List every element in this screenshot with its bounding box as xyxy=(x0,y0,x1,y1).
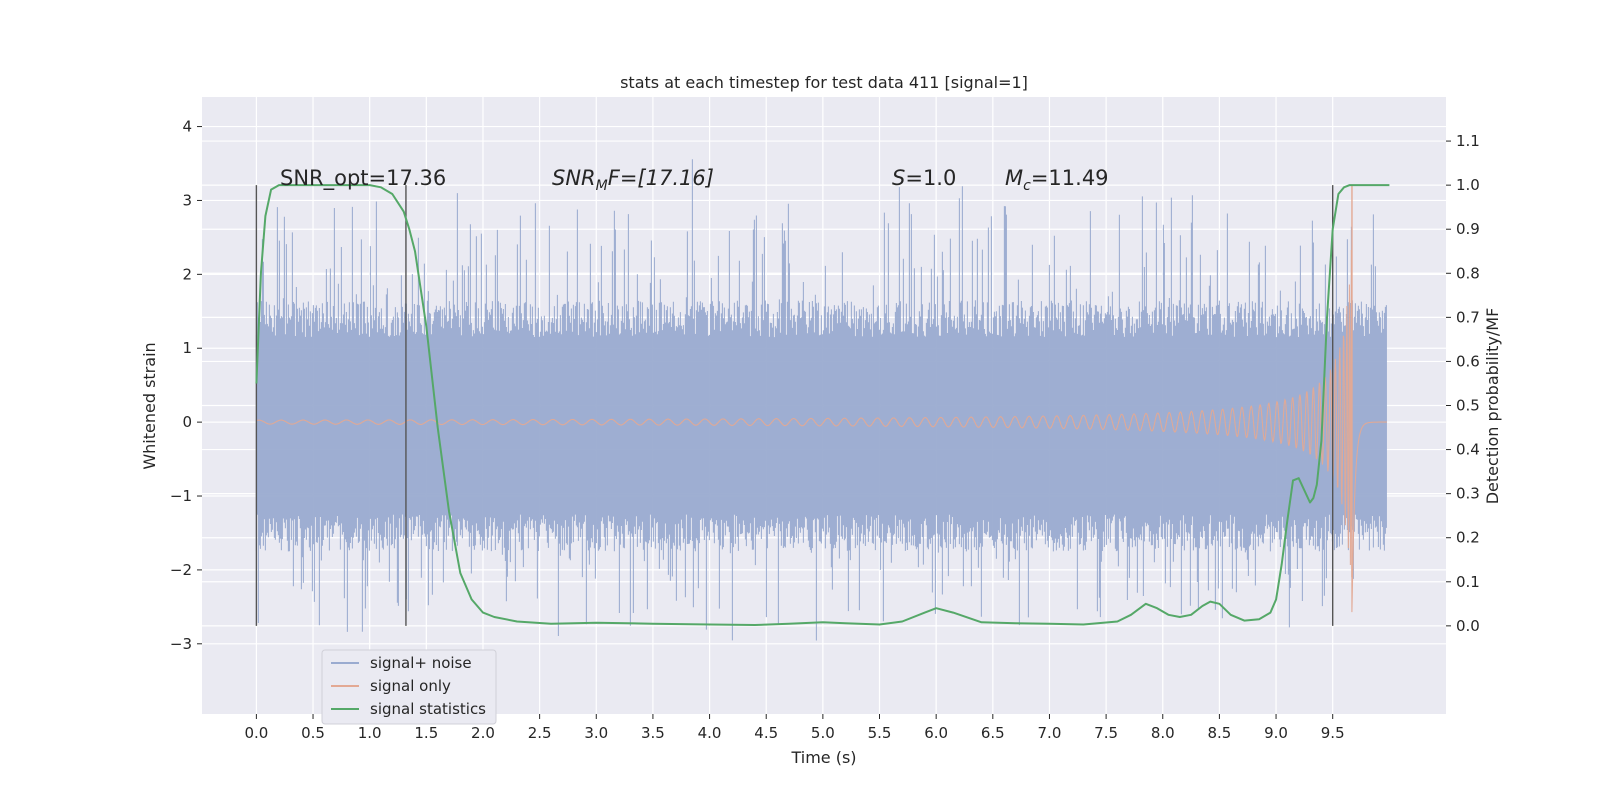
y-tick-label-left: 1 xyxy=(182,339,192,357)
x-tick-label: 0.0 xyxy=(244,724,268,742)
x-ticks: 0.0 0.5 1.0 1.5 2.0 2.5 3.0 3.5 4.0 4.5 5.0 5.5 6.0 6… xyxy=(244,714,1345,742)
x-tick-label: 4.5 xyxy=(754,724,778,742)
y-tick-label-left: −2 xyxy=(170,561,192,579)
annotation-mc-rest: =11.49 xyxy=(1031,166,1109,190)
x-tick-label: 9.0 xyxy=(1264,724,1288,742)
x-tick-label: 8.5 xyxy=(1207,724,1231,742)
annotation-snr-mf-sub: M xyxy=(596,178,608,194)
legend-label-signal-only: signal only xyxy=(370,677,451,695)
y-tick-label-right: 0.7 xyxy=(1456,308,1480,326)
y-tick-label-right: 0.6 xyxy=(1456,352,1480,370)
annotation-s: S=1.0 xyxy=(892,166,956,190)
y-tick-label-right: 1.0 xyxy=(1456,176,1480,194)
x-tick-label: 0.5 xyxy=(301,724,325,742)
y-tick-label-right: 0.5 xyxy=(1456,397,1480,415)
vertical-markers xyxy=(255,185,1334,626)
annotation-snr-mf: SNRMF=[17.16] xyxy=(552,166,714,194)
y-tick-label-right: 0.3 xyxy=(1456,485,1480,503)
annotation-s-var: S xyxy=(892,166,905,190)
x-tick-label: 7.0 xyxy=(1038,724,1062,742)
y-ticks-right: 0.0 0.1 0.2 0.3 0.4 0.5 0.6 0.7 0.8 0.9 1.0 1.1 xyxy=(1446,132,1480,635)
y-tick-label-left: 2 xyxy=(182,265,192,283)
annotation-mc: Mc=11.49 xyxy=(1005,166,1109,194)
x-tick-label: 7.5 xyxy=(1094,724,1118,742)
annotation-snr-mf-rest: F=[17.16] xyxy=(608,166,714,190)
y-tick-label-right: 0.8 xyxy=(1456,264,1480,282)
y-tick-label-right: 0.1 xyxy=(1456,573,1480,591)
y-tick-label-left: −1 xyxy=(170,487,192,505)
x-tick-label: 4.0 xyxy=(698,724,722,742)
chirp-series xyxy=(256,185,1387,613)
x-tick-label: 6.0 xyxy=(924,724,948,742)
y-tick-label-left: 4 xyxy=(182,118,192,136)
y-tick-label-right: 0.2 xyxy=(1456,529,1480,547)
annotation-mc-sub: c xyxy=(1023,178,1031,194)
x-tick-label: 2.0 xyxy=(471,724,495,742)
legend-label-signal-statistics: signal statistics xyxy=(370,700,486,718)
chirp-trace xyxy=(256,249,1387,613)
x-tick-label: 2.5 xyxy=(528,724,552,742)
x-tick-label: 9.5 xyxy=(1321,724,1345,742)
annotation-snr-mf-base: SNR xyxy=(552,166,596,190)
x-tick-label: 5.5 xyxy=(868,724,892,742)
annotation-mc-var: M xyxy=(1005,166,1023,190)
statistics-line xyxy=(255,184,1390,626)
x-tick-label: 8.0 xyxy=(1151,724,1175,742)
x-tick-label: 5.0 xyxy=(811,724,835,742)
y-tick-label-right: 0.9 xyxy=(1456,220,1480,238)
chart-title: stats at each timestep for test data 411… xyxy=(620,73,1028,92)
y-tick-label-left: 3 xyxy=(182,191,192,209)
legend-box xyxy=(321,649,497,725)
y-tick-label-left: 0 xyxy=(182,413,192,431)
statistics-series xyxy=(255,184,1390,626)
y-tick-label-left: −3 xyxy=(170,635,192,653)
annotation-snr-opt: SNR_opt=17.36 xyxy=(280,166,446,191)
y-tick-label-right: 0.0 xyxy=(1456,617,1480,635)
x-axis-label: Time (s) xyxy=(790,748,856,767)
x-tick-label: 6.5 xyxy=(981,724,1005,742)
legend: signal+ noise signal only signal statist… xyxy=(321,649,497,725)
x-tick-label: 1.5 xyxy=(414,724,438,742)
x-tick-label: 3.0 xyxy=(584,724,608,742)
y-axis-label-left: Whitened strain xyxy=(140,342,159,469)
legend-label-signal-noise: signal+ noise xyxy=(370,654,472,672)
annotation-s-rest: =1.0 xyxy=(905,166,956,190)
y-tick-label-right: 1.1 xyxy=(1456,132,1480,150)
y-axis-label-right: Detection probability/MF xyxy=(1483,308,1502,505)
annotations: SNR_opt=17.36 SNRMF=[17.16] S=1.0 Mc=11.… xyxy=(280,166,1109,194)
y-ticks-left: −3 −2 −1 0 1 2 3 4 xyxy=(170,118,202,653)
x-tick-label: 1.0 xyxy=(358,724,382,742)
y-tick-label-right: 0.4 xyxy=(1456,441,1480,459)
x-tick-label: 3.5 xyxy=(641,724,665,742)
